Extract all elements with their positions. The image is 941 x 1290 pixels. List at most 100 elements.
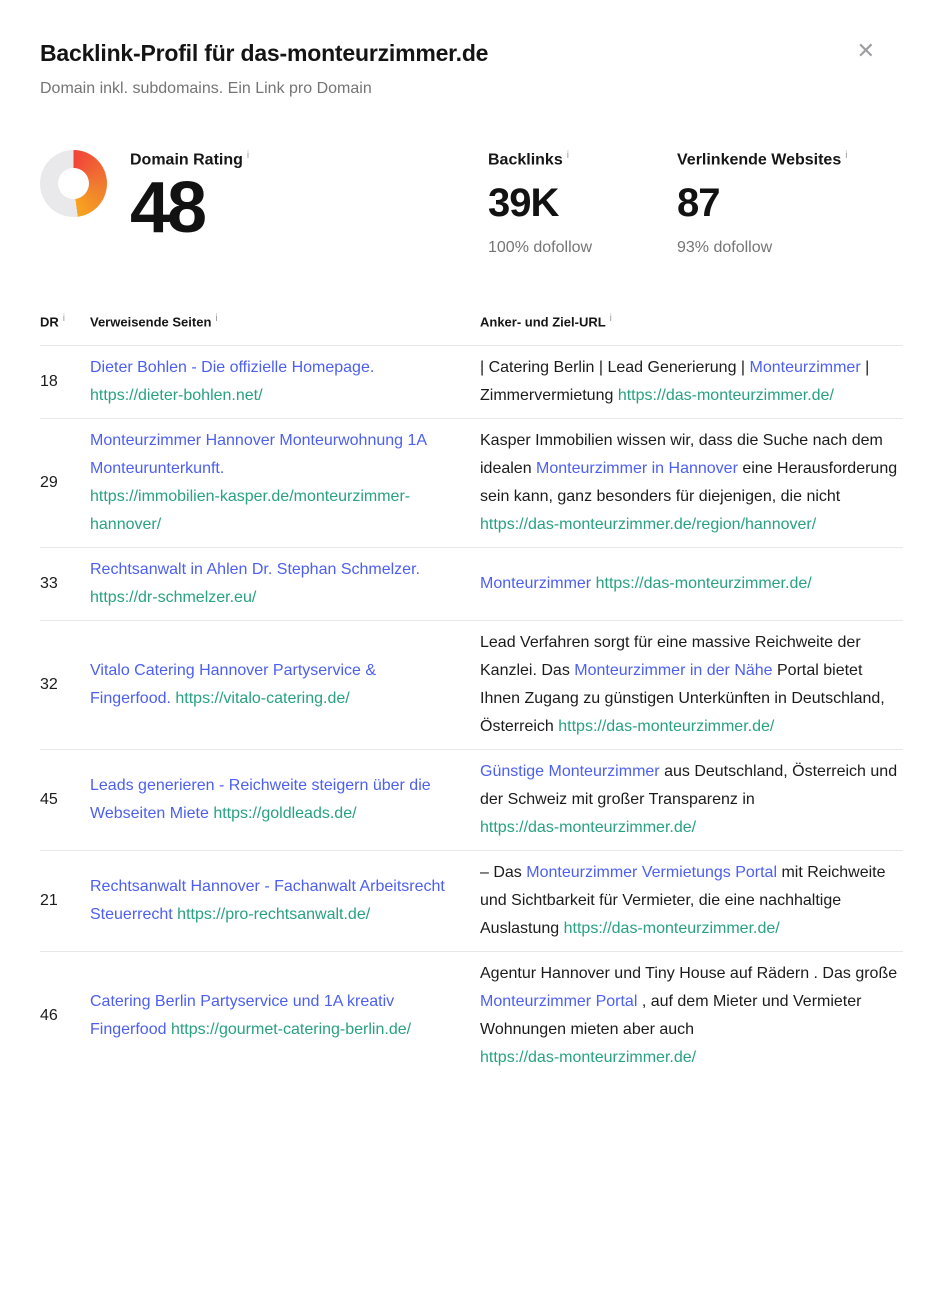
anchor-plain-text: Agentur Hannover und Tiny House auf Räde… bbox=[480, 964, 898, 982]
dr-value: 45 bbox=[40, 790, 58, 808]
target-url-link[interactable]: https://das-monteurzimmer.de/ bbox=[480, 818, 697, 836]
anchor-link[interactable]: Monteurzimmer Portal bbox=[480, 992, 638, 1010]
referring-page-title-link[interactable]: Rechtsanwalt in Ahlen Dr. Stephan Schmel… bbox=[90, 560, 420, 578]
anchor-link[interactable]: Monteurzimmer bbox=[480, 574, 592, 592]
anchor-text: Günstige Monteurzimmer aus Deutschland, … bbox=[480, 763, 897, 808]
backlinks-value: 39K bbox=[488, 181, 559, 226]
dr-value: 32 bbox=[40, 675, 58, 693]
referring-websites-label: Verlinkende Websites i bbox=[677, 150, 848, 169]
anchor-link[interactable]: Günstige Monteurzimmer bbox=[480, 762, 660, 780]
table-row: 32 Vitalo Catering Hannover Partyservice… bbox=[40, 621, 903, 750]
referring-page-title-link[interactable]: Vitalo Catering Hannover Partyservice & … bbox=[90, 661, 377, 707]
table-row: 18 Dieter Bohlen - Die offizielle Homepa… bbox=[40, 346, 903, 419]
referring-page-title-link[interactable]: Leads generieren - Reichweite steigern ü… bbox=[90, 776, 431, 822]
anchor-cell: Monteurzimmer https://das-monteurzimmer.… bbox=[480, 570, 903, 598]
anchor-text: Lead Verfahren sorgt für eine massive Re… bbox=[480, 634, 885, 735]
referring-page-url-link[interactable]: https://gourmet-catering-berlin.de/ bbox=[170, 1020, 412, 1038]
anchor-plain-text: | Zimmervermietung bbox=[480, 358, 870, 404]
page-title: Backlink-Profil für das-monteurzimmer.de bbox=[40, 40, 489, 66]
anchor-cell: Agentur Hannover und Tiny House auf Räde… bbox=[480, 960, 903, 1072]
backlinks-label: Backlinks i bbox=[488, 150, 569, 169]
anchor-text: | Catering Berlin | Lead Generierung | M… bbox=[480, 359, 869, 404]
domain-rating-label: Domain Rating i bbox=[130, 150, 250, 169]
referring-page-cell: Vitalo Catering Hannover Partyservice & … bbox=[90, 657, 480, 713]
referring-page-cell: Rechtsanwalt in Ahlen Dr. Stephan Schmel… bbox=[90, 556, 480, 612]
dr-value: 46 bbox=[40, 1006, 58, 1024]
anchor-plain-text: Portal bietet Ihnen Zugang zu günstigen … bbox=[480, 661, 885, 735]
domain-rating-gauge-icon bbox=[40, 150, 107, 217]
info-icon[interactable]: i bbox=[845, 150, 848, 161]
target-url-link[interactable]: https://das-monteurzimmer.de/ bbox=[617, 386, 834, 404]
domain-rating-stat: Domain Rating i 48 bbox=[40, 150, 488, 249]
anchor-link[interactable]: Monteurzimmer bbox=[749, 358, 861, 376]
referring-websites-value: 87 bbox=[677, 181, 721, 226]
referring-page-cell: Monteurzimmer Hannover Monteurwohnung 1A… bbox=[90, 427, 480, 539]
anchor-link[interactable]: Monteurzimmer in der Nähe bbox=[574, 661, 773, 679]
anchor-cell: – Das Monteurzimmer Vermietungs Portal m… bbox=[480, 859, 903, 943]
table-row: 33 Rechtsanwalt in Ahlen Dr. Stephan Sch… bbox=[40, 548, 903, 621]
backlinks-stat: Backlinks i 39K 100% dofollow bbox=[488, 150, 677, 257]
anchor-plain-text: | Catering Berlin | Lead Generierung | bbox=[480, 358, 750, 376]
dr-value: 33 bbox=[40, 574, 58, 592]
target-url-link[interactable]: https://das-monteurzimmer.de/ bbox=[563, 919, 780, 937]
table-row: 46 Catering Berlin Partyservice und 1A k… bbox=[40, 952, 903, 1080]
dr-value: 18 bbox=[40, 372, 58, 390]
modal-header: Backlink-Profil für das-monteurzimmer.de… bbox=[40, 40, 903, 98]
column-header-dr: DR i bbox=[40, 313, 66, 330]
referring-websites-stat: Verlinkende Websites i 87 93% dofollow bbox=[677, 150, 866, 257]
anchor-link[interactable]: Monteurzimmer Vermietungs Portal bbox=[526, 863, 778, 881]
anchor-plain-text: Lead Verfahren sorgt für eine massive Re… bbox=[480, 633, 861, 679]
table-row: 21 Rechtsanwalt Hannover - Fachanwalt Ar… bbox=[40, 851, 903, 952]
anchor-plain-text: aus Deutschland, Österreich und der Schw… bbox=[480, 762, 898, 808]
anchor-plain-text: – Das bbox=[480, 863, 527, 881]
domain-rating-value: 48 bbox=[130, 168, 207, 249]
close-icon[interactable]: ✕ bbox=[856, 38, 875, 63]
anchor-text: Monteurzimmer bbox=[480, 575, 591, 592]
table-header-row: DR i Verweisende Seiten i Anker- und Ziel-… bbox=[40, 313, 903, 346]
referring-page-title-link[interactable]: Catering Berlin Partyservice und 1A krea… bbox=[90, 992, 395, 1038]
anchor-link[interactable]: Monteurzimmer in Hannover bbox=[536, 459, 738, 477]
referring-page-cell: Rechtsanwalt Hannover - Fachanwalt Arbei… bbox=[90, 873, 480, 929]
info-icon[interactable]: i bbox=[566, 150, 569, 161]
referring-page-title-link[interactable]: Monteurzimmer Hannover Monteurwohnung 1A… bbox=[90, 431, 427, 477]
referring-page-url-link[interactable]: https://pro-rechtsanwalt.de/ bbox=[177, 905, 371, 923]
column-header-referring-pages: Verweisende Seiten i bbox=[90, 313, 218, 330]
target-url-link[interactable]: https://das-monteurzimmer.de/ bbox=[595, 574, 812, 592]
backlinks-table: DR i Verweisende Seiten i Anker- und Ziel-… bbox=[40, 313, 903, 1079]
anchor-text: Kasper Immobilien wissen wir, dass die S… bbox=[480, 432, 897, 505]
referring-page-url-link[interactable]: https://goldleads.de/ bbox=[213, 804, 357, 822]
anchor-text: Agentur Hannover und Tiny House auf Räde… bbox=[480, 965, 897, 1038]
referring-page-cell: Dieter Bohlen - Die offizielle Homepage.… bbox=[90, 354, 480, 410]
stats-row: Domain Rating i 48 Backlinks i 39K 100% do… bbox=[40, 150, 903, 257]
anchor-cell: | Catering Berlin | Lead Generierung | M… bbox=[480, 354, 903, 410]
target-url-link[interactable]: https://das-monteurzimmer.de/ bbox=[558, 717, 775, 735]
info-icon[interactable]: i bbox=[215, 313, 218, 325]
referring-page-url-link[interactable]: https://vitalo-catering.de/ bbox=[175, 689, 350, 707]
table-row: 29 Monteurzimmer Hannover Monteurwohnung… bbox=[40, 419, 903, 548]
anchor-cell: Kasper Immobilien wissen wir, dass die S… bbox=[480, 427, 903, 539]
referring-page-url-link[interactable]: https://dieter-bohlen.net/ bbox=[90, 386, 263, 404]
anchor-plain-text: mit Reichweite und Sichtbarkeit für Verm… bbox=[480, 863, 886, 937]
anchor-plain-text: eine Herausforderung sein kann, ganz bes… bbox=[480, 459, 898, 505]
referring-page-url-link[interactable]: https://dr-schmelzer.eu/ bbox=[90, 588, 257, 606]
backlinks-table-body: 18 Dieter Bohlen - Die offizielle Homepa… bbox=[40, 346, 903, 1080]
anchor-plain-text: Kasper Immobilien wissen wir, dass die S… bbox=[480, 431, 883, 477]
info-icon[interactable]: i bbox=[246, 150, 250, 161]
referring-websites-dofollow: 93% dofollow bbox=[677, 239, 773, 257]
dr-value: 29 bbox=[40, 473, 58, 491]
info-icon[interactable]: i bbox=[609, 313, 612, 325]
referring-page-url-link[interactable]: https://immobilien-kasper.de/monteurzimm… bbox=[90, 487, 411, 533]
referring-page-title-link[interactable]: Rechtsanwalt Hannover - Fachanwalt Arbei… bbox=[90, 877, 445, 923]
anchor-cell: Lead Verfahren sorgt für eine massive Re… bbox=[480, 629, 903, 741]
target-url-link[interactable]: https://das-monteurzimmer.de/region/hann… bbox=[480, 515, 817, 533]
table-row: 45 Leads generieren - Reichweite steiger… bbox=[40, 750, 903, 851]
backlink-profile-modal: Backlink-Profil für das-monteurzimmer.de… bbox=[40, 40, 903, 1079]
target-url-link[interactable]: https://das-monteurzimmer.de/ bbox=[480, 1048, 697, 1066]
anchor-cell: Günstige Monteurzimmer aus Deutschland, … bbox=[480, 758, 903, 842]
column-header-anchor-target-url: Anker- und Ziel-URL i bbox=[480, 313, 612, 330]
page-subtitle: Domain inkl. subdomains. Ein Link pro Do… bbox=[40, 80, 372, 97]
referring-page-cell: Leads generieren - Reichweite steigern ü… bbox=[90, 772, 480, 828]
referring-page-title-link[interactable]: Dieter Bohlen - Die offizielle Homepage. bbox=[90, 358, 375, 376]
backlinks-dofollow: 100% dofollow bbox=[488, 239, 593, 257]
info-icon[interactable]: i bbox=[62, 313, 66, 325]
